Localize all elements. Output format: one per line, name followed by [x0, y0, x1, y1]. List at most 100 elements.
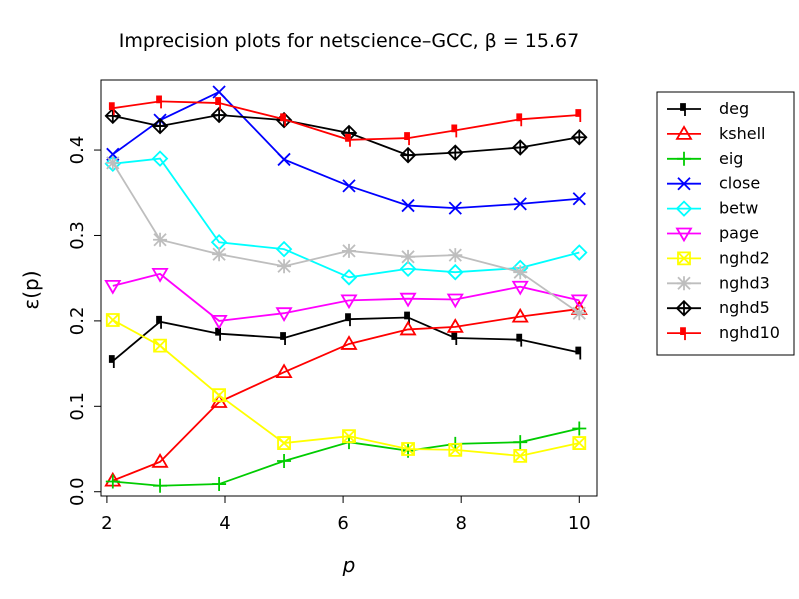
data-point-kshell [399, 320, 417, 336]
data-point-eig [513, 435, 528, 450]
data-point-nghd10 [345, 133, 351, 147]
data-point-nghd2 [277, 436, 291, 450]
data-point-kshell [340, 335, 358, 350]
data-point-deg [451, 332, 458, 345]
series-layer [104, 85, 588, 493]
data-point-nghd10 [280, 113, 286, 127]
legend-marker-betw [675, 200, 693, 217]
data-point-page [275, 307, 293, 322]
legend-item-nghd5: nghd5 [667, 298, 770, 317]
series-line-kshell [112, 308, 580, 482]
series-nghd2 [105, 313, 587, 463]
data-point-betw [104, 155, 122, 172]
data-point-nghd5 [151, 117, 169, 135]
data-point-nghd3 [277, 259, 292, 274]
data-point-page [399, 292, 417, 308]
legend-item-close: close [667, 174, 760, 193]
series-close [106, 85, 586, 215]
data-point-deg [215, 327, 221, 341]
legend-item-betw: betw [667, 199, 758, 218]
legend-label-nghd10: nghd10 [719, 323, 780, 342]
data-point-nghd2 [153, 338, 167, 353]
data-point-page [210, 314, 228, 330]
x-tick-label: 8 [455, 513, 466, 534]
data-point-nghd2 [513, 448, 528, 463]
legend-marker-page [675, 227, 693, 243]
data-point-deg [156, 315, 162, 329]
legend-label-close: close [719, 174, 760, 193]
data-point-betw [340, 269, 358, 286]
legend-label-nghd2: nghd2 [719, 248, 770, 267]
data-point-nghd10 [575, 109, 582, 123]
data-point-nghd10 [516, 113, 523, 127]
legend-item-nghd10: nghd10 [667, 323, 780, 342]
data-point-nghd10 [156, 95, 162, 109]
y-tick-label: 0.3 [67, 221, 88, 250]
legend-label-nghd3: nghd3 [719, 273, 770, 292]
legend-item-kshell: kshell [667, 124, 765, 143]
data-point-deg [575, 346, 582, 360]
legend-label-nghd5: nghd5 [719, 298, 770, 317]
data-point-page [340, 294, 358, 310]
data-point-nghd3 [105, 155, 120, 170]
data-point-close [212, 85, 226, 99]
data-point-close [448, 201, 462, 215]
data-point-kshell [151, 453, 169, 468]
series-betw [104, 150, 588, 286]
data-point-nghd5 [104, 107, 122, 125]
data-point-nghd5 [447, 144, 464, 161]
data-point-nghd10 [404, 132, 410, 146]
data-point-page [446, 293, 464, 309]
data-point-kshell [446, 318, 464, 333]
data-point-nghd3 [448, 248, 463, 263]
y-tick-label: 0.0 [67, 477, 88, 506]
data-point-nghd5 [399, 146, 417, 164]
series-deg [108, 311, 582, 369]
legend-marker-kshell [675, 125, 693, 140]
chart-title: Imprecision plots for netscience–GCC, β … [119, 30, 579, 52]
data-point-eig [105, 474, 120, 489]
data-point-page [511, 280, 529, 296]
x-tick-label: 6 [337, 513, 348, 534]
legend-item-deg: deg [667, 99, 749, 118]
legend-marker-deg [680, 103, 686, 116]
y-tick-label: 0.1 [67, 392, 88, 421]
data-point-nghd2 [212, 388, 226, 403]
legend-item-page: page [667, 224, 759, 243]
data-point-deg [280, 332, 286, 345]
data-point-betw [447, 263, 464, 281]
data-point-close [277, 152, 291, 167]
legend: deg kshell eig close betw page nghd2 nghd3 nghd5… [656, 91, 795, 356]
legend-marker-close [677, 177, 691, 191]
data-point-nghd3 [572, 306, 587, 321]
legend-marker-eig [677, 151, 691, 166]
legend-marker-nghd3 [677, 276, 691, 291]
data-point-nghd2 [105, 313, 120, 327]
data-point-kshell [511, 307, 529, 323]
data-point-close [572, 192, 586, 206]
series-nghd10 [108, 95, 582, 147]
data-point-nghd10 [451, 124, 458, 138]
series-nghd5 [104, 106, 588, 164]
x-axis: 2 4 6 8 10 [101, 496, 591, 534]
data-point-kshell [275, 363, 293, 379]
data-point-page [570, 294, 588, 310]
x-tick-label: 2 [101, 513, 112, 534]
data-point-nghd3 [401, 249, 416, 264]
series-line-page [112, 272, 580, 322]
data-point-deg [516, 333, 523, 347]
data-point-betw [571, 244, 588, 261]
legend-label-page: page [719, 224, 759, 243]
data-point-nghd2 [401, 442, 415, 456]
data-point-nghd2 [448, 442, 463, 457]
data-point-nghd5 [511, 139, 529, 156]
legend-label-eig: eig [719, 149, 743, 168]
data-point-nghd3 [513, 265, 528, 280]
legend-item-nghd3: nghd3 [667, 273, 770, 292]
y-tick-label: 0.2 [67, 307, 88, 336]
data-point-nghd2 [342, 429, 356, 444]
legend-label-deg: deg [719, 99, 749, 118]
data-point-close [342, 179, 356, 193]
data-point-eig [572, 421, 587, 436]
